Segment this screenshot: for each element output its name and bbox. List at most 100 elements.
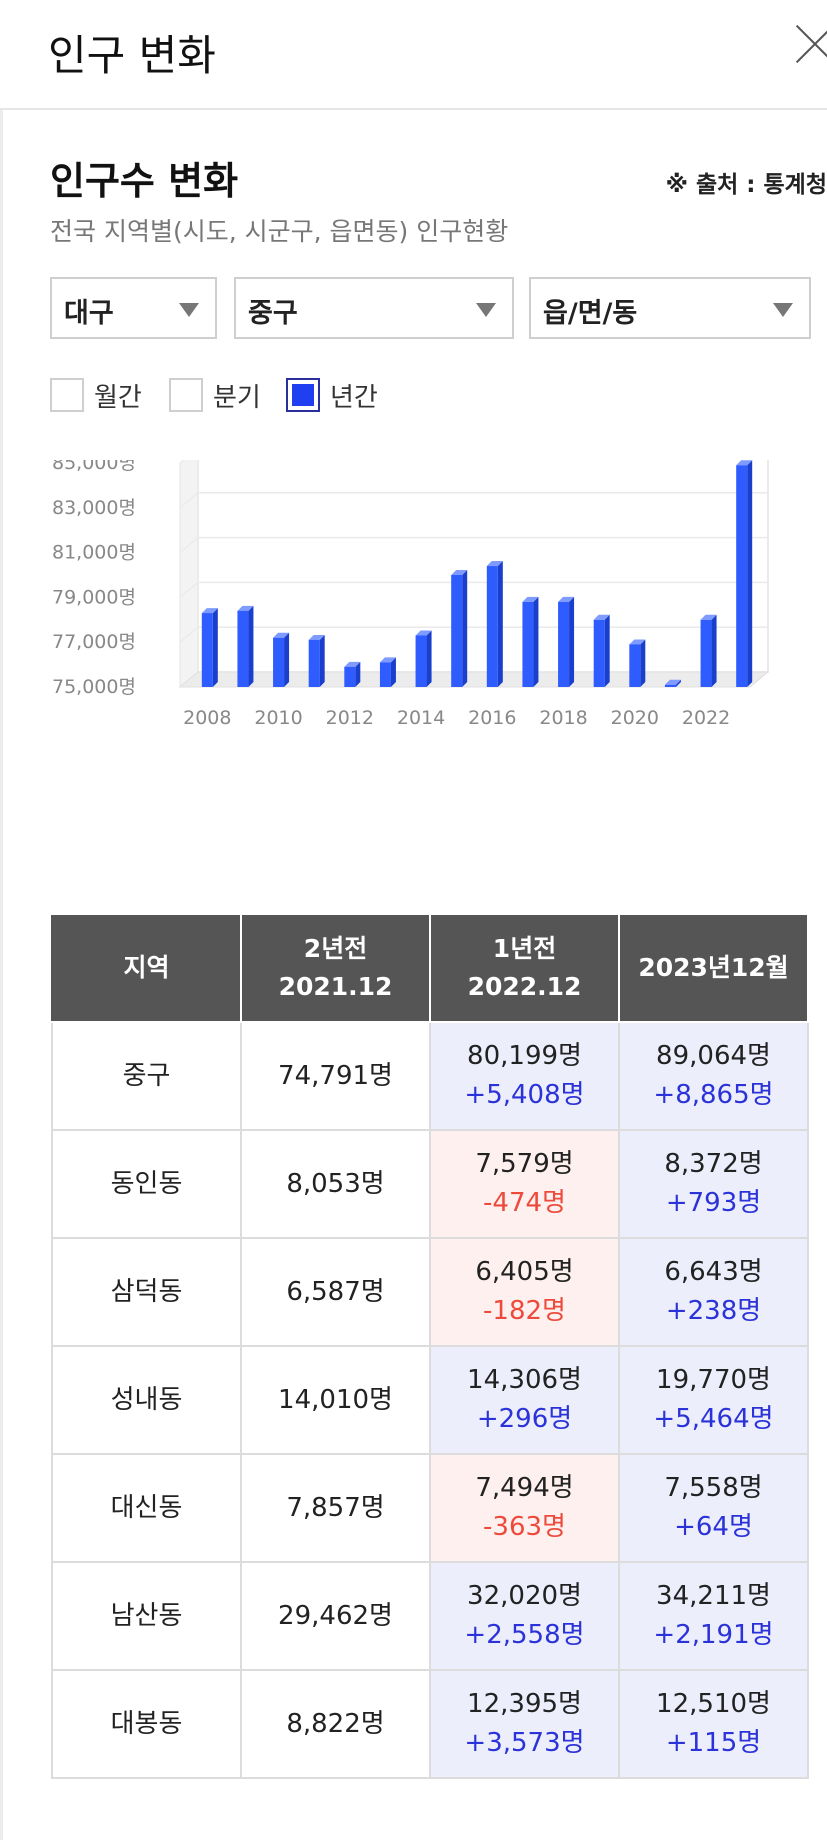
chevron-down-icon bbox=[476, 303, 496, 317]
delta-2023: +2,191명 bbox=[653, 1620, 774, 1650]
cell-2023: 7,558명 +64명 bbox=[618, 1453, 809, 1563]
cell-2022: 7,494명 -363명 bbox=[429, 1453, 620, 1563]
y-tick-label: 85,000명 bbox=[52, 460, 136, 474]
chart-bar-top bbox=[415, 630, 432, 636]
value-2021: 8,053명 bbox=[286, 1168, 385, 1199]
cell-2022: 32,020명 +2,558명 bbox=[429, 1561, 620, 1671]
cell-2021: 14,010명 bbox=[240, 1345, 431, 1455]
table-row: 성내동 14,010명 14,306명 +296명 19,770명 +5,464명 bbox=[51, 1345, 809, 1455]
checkbox-box-checked bbox=[286, 378, 320, 412]
delta-2022: +296명 bbox=[476, 1404, 573, 1434]
chart-bar bbox=[558, 601, 570, 687]
chart-bar bbox=[308, 639, 320, 687]
panel-title: 인구 변화 bbox=[48, 31, 216, 80]
cell-region: 동인동 bbox=[51, 1129, 242, 1239]
table-row: 남산동 29,462명 32,020명 +2,558명 34,211명 +2,191명 bbox=[51, 1561, 809, 1671]
delta-2023: +8,865명 bbox=[653, 1080, 774, 1110]
value-2023: 6,643명 bbox=[664, 1257, 763, 1287]
chart-bar-top bbox=[379, 657, 396, 663]
value-2022: 80,199명 bbox=[467, 1041, 582, 1071]
province-select[interactable]: 대구 bbox=[50, 277, 217, 339]
chart-gridline-side bbox=[179, 537, 199, 554]
y-tick-label: 75,000명 bbox=[52, 676, 136, 698]
delta-2023: +64명 bbox=[674, 1512, 753, 1542]
col-header-2021: 2년전 2021.12 bbox=[240, 913, 431, 1023]
chart-gridline-side bbox=[179, 460, 185, 464]
cell-2023: 12,510명 +115명 bbox=[618, 1669, 809, 1779]
cell-region: 성내동 bbox=[51, 1345, 242, 1455]
value-2023: 8,372명 bbox=[664, 1149, 763, 1179]
x-tick-label: 2014 bbox=[397, 707, 445, 729]
chart-bar-side bbox=[675, 679, 681, 687]
chart-bar-side bbox=[569, 596, 575, 687]
x-tick-label: 2018 bbox=[539, 707, 587, 729]
header-line: 2022.12 bbox=[467, 972, 582, 1001]
cell-2021: 29,462명 bbox=[240, 1561, 431, 1671]
period-yearly-checkbox[interactable]: 년간 bbox=[286, 377, 378, 413]
region-name: 대신동 bbox=[110, 1492, 183, 1523]
chart-bar bbox=[629, 644, 641, 687]
value-2022: 7,494명 bbox=[475, 1473, 574, 1503]
value-2021: 74,791명 bbox=[278, 1060, 393, 1091]
chart-side-wall bbox=[179, 460, 199, 689]
chart-bar-side bbox=[497, 561, 503, 687]
x-tick-label: 2010 bbox=[254, 707, 302, 729]
district-select[interactable]: 중구 bbox=[234, 277, 514, 339]
cell-region: 중구 bbox=[51, 1021, 242, 1131]
region-name: 남산동 bbox=[110, 1600, 183, 1631]
value-2022: 14,306명 bbox=[467, 1365, 582, 1395]
cell-2022: 6,405명 -182명 bbox=[429, 1237, 620, 1347]
delta-2023: +115명 bbox=[665, 1728, 762, 1758]
chart-bar-top bbox=[273, 632, 290, 638]
card-title: 인구수 변화 bbox=[50, 159, 239, 203]
chart-bar-side bbox=[426, 630, 432, 687]
period-quarterly-checkbox[interactable]: 분기 bbox=[169, 377, 261, 413]
chart-bar-side bbox=[355, 661, 361, 687]
value-2022: 6,405명 bbox=[475, 1257, 574, 1287]
cell-region: 삼덕동 bbox=[51, 1237, 242, 1347]
value-2021: 29,462명 bbox=[278, 1600, 393, 1631]
col-header-2022: 1년전 2022.12 bbox=[429, 913, 620, 1023]
y-tick-label: 77,000명 bbox=[52, 631, 136, 653]
period-quarterly-label: 분기 bbox=[213, 382, 261, 413]
chart-bar bbox=[593, 619, 605, 687]
delta-2022: -182명 bbox=[483, 1296, 566, 1326]
chart-bar-top bbox=[736, 460, 753, 466]
delta-2022: -474명 bbox=[483, 1188, 566, 1218]
delta-2023: +793명 bbox=[665, 1188, 762, 1218]
x-tick-label: 2012 bbox=[326, 707, 374, 729]
period-monthly-checkbox[interactable]: 월간 bbox=[50, 377, 142, 413]
chart-bar-top bbox=[237, 605, 254, 611]
table-row: 중구 74,791명 80,199명 +5,408명 89,064명 +8,865명 bbox=[51, 1021, 809, 1131]
chart-gridline-side bbox=[179, 581, 199, 598]
value-2021: 14,010명 bbox=[278, 1384, 393, 1415]
period-yearly-label: 년간 bbox=[330, 382, 378, 413]
cell-region: 남산동 bbox=[51, 1561, 242, 1671]
value-2022: 12,395명 bbox=[467, 1689, 582, 1719]
chart-bar-side bbox=[248, 605, 254, 687]
cell-2023: 6,643명 +238명 bbox=[618, 1237, 809, 1347]
chart-bar-top bbox=[664, 679, 681, 685]
value-2023: 19,770명 bbox=[656, 1365, 771, 1395]
close-icon[interactable] bbox=[794, 22, 827, 62]
town-select[interactable]: 읍/면/동 bbox=[529, 277, 811, 339]
chevron-down-icon bbox=[179, 303, 199, 317]
delta-2022: +3,573명 bbox=[464, 1728, 585, 1758]
value-2022: 32,020명 bbox=[467, 1581, 582, 1611]
checkbox-box bbox=[169, 378, 203, 412]
region-name: 동인동 bbox=[110, 1168, 183, 1199]
chart-bar-side bbox=[604, 614, 610, 687]
value-2021: 8,822명 bbox=[286, 1708, 385, 1739]
value-2023: 89,064명 bbox=[656, 1041, 771, 1071]
cell-region: 대신동 bbox=[51, 1453, 242, 1563]
header-bar: 인구 변화 bbox=[0, 0, 827, 110]
table-row: 동인동 8,053명 7,579명 -474명 8,372명 +793명 bbox=[51, 1129, 809, 1239]
table-row: 대신동 7,857명 7,494명 -363명 7,558명 +64명 bbox=[51, 1453, 809, 1563]
chart-bar-side bbox=[747, 460, 753, 687]
x-tick-label: 2020 bbox=[611, 707, 659, 729]
chart-bar bbox=[379, 662, 391, 687]
value-2021: 7,857명 bbox=[286, 1492, 385, 1523]
header-line: 지역 bbox=[123, 953, 170, 982]
source-note: ※ 출처 : 통계청 bbox=[665, 172, 827, 198]
chart-bar-side bbox=[212, 608, 218, 687]
